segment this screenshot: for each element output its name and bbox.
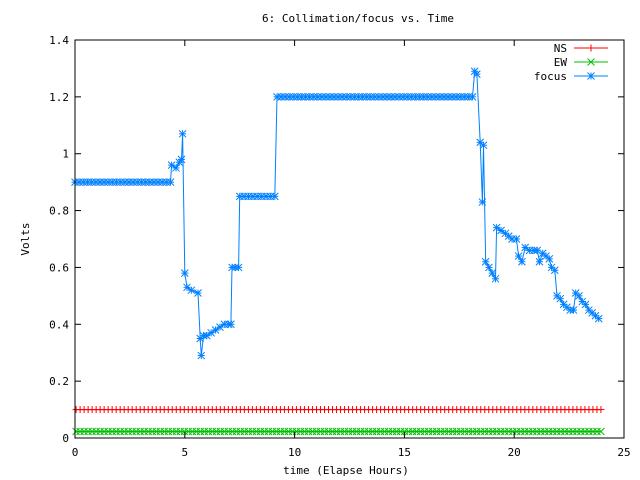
- data-point: [481, 257, 490, 266]
- x-tick-label: 5: [181, 446, 188, 459]
- data-point: [197, 351, 206, 360]
- y-axis-label: Volts: [19, 222, 32, 255]
- data-point: [227, 320, 235, 329]
- y-tick-label: 1.2: [49, 91, 69, 104]
- data-point: [473, 70, 481, 78]
- x-tick-label: 15: [398, 446, 411, 459]
- y-tick-label: 0: [62, 432, 69, 445]
- y-tick-label: 1: [62, 148, 69, 161]
- data-point: [211, 326, 220, 334]
- data-point: [270, 192, 279, 201]
- data-point: [183, 283, 191, 292]
- x-tick-label: 25: [617, 446, 630, 459]
- axis-ticks: 0 5 10 15 20 25 0 0.2 0.4 0.6 0.8 1 1.2 1.4: [49, 34, 631, 459]
- series-focus: [71, 67, 603, 360]
- data-point: [491, 274, 500, 283]
- legend-swatch-marker: [587, 58, 595, 66]
- legend-swatch-marker: [587, 72, 595, 80]
- x-tick-label: 0: [72, 446, 79, 459]
- legend-swatch-marker: [587, 44, 595, 52]
- data-point: [594, 314, 603, 323]
- legend-label: focus: [534, 70, 567, 83]
- plot-area: [71, 67, 605, 436]
- data-point: [167, 161, 176, 169]
- data-point: [177, 155, 186, 164]
- y-tick-label: 1.4: [49, 34, 69, 47]
- series-ns: [72, 406, 605, 414]
- data-point: [180, 269, 189, 277]
- series-ew: [72, 427, 605, 436]
- data-point: [166, 178, 175, 186]
- data-point: [234, 263, 243, 272]
- x-axis-label: time (Elapse Hours): [283, 464, 409, 477]
- data-point: [521, 243, 530, 252]
- data-point: [518, 257, 526, 266]
- data-point: [207, 328, 216, 337]
- data-point: [468, 93, 477, 101]
- data-point: [178, 129, 187, 138]
- data-point: [187, 286, 196, 295]
- legend-label: EW: [554, 56, 568, 69]
- data-point: [492, 223, 501, 232]
- data-point: [545, 255, 554, 263]
- data-point: [497, 226, 505, 235]
- legend-label: NS: [554, 42, 567, 55]
- y-tick-label: 0.8: [49, 205, 69, 218]
- plot-frame: [74, 39, 625, 439]
- x-tick-label: 20: [508, 446, 521, 459]
- data-point: [202, 331, 211, 340]
- y-tick-label: 0.6: [49, 261, 69, 274]
- y-tick-label: 0.4: [49, 318, 69, 331]
- data-point: [194, 289, 202, 297]
- data-point: [597, 427, 605, 436]
- data-point: [479, 141, 488, 150]
- data-point: [569, 306, 578, 314]
- data-point: [550, 266, 559, 275]
- data-point: [597, 406, 605, 414]
- series-line: [75, 69, 600, 356]
- data-point: [512, 235, 521, 243]
- data-point: [535, 257, 544, 266]
- y-tick-label: 0.2: [49, 375, 69, 388]
- x-tick-label: 10: [288, 446, 301, 459]
- data-point: [216, 323, 224, 331]
- chart-title: 6: Collimation/focus vs. Time: [262, 12, 454, 25]
- data-point: [478, 198, 487, 206]
